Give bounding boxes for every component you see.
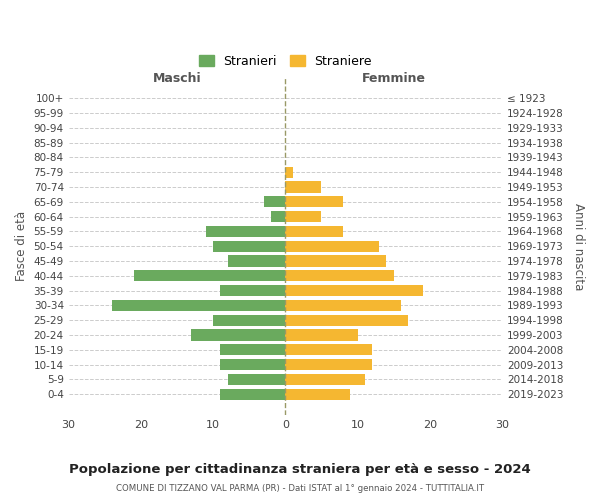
Bar <box>112 300 286 311</box>
Bar <box>286 285 422 296</box>
Bar <box>220 285 286 296</box>
Bar <box>134 270 286 281</box>
Bar <box>286 388 350 400</box>
Bar <box>220 359 286 370</box>
Bar <box>286 344 372 356</box>
Bar <box>286 166 293 177</box>
Bar <box>286 211 322 222</box>
Text: Maschi: Maschi <box>153 72 202 85</box>
Bar <box>213 314 286 326</box>
Bar <box>286 226 343 237</box>
Bar <box>271 211 286 222</box>
Y-axis label: Fasce di età: Fasce di età <box>15 211 28 282</box>
Bar <box>286 256 386 266</box>
Bar <box>213 240 286 252</box>
Bar <box>227 374 286 385</box>
Bar <box>286 300 401 311</box>
Bar <box>263 196 286 207</box>
Bar <box>227 256 286 266</box>
Y-axis label: Anni di nascita: Anni di nascita <box>572 202 585 290</box>
Bar <box>286 374 365 385</box>
Bar <box>286 359 372 370</box>
Text: Femmine: Femmine <box>362 72 426 85</box>
Bar <box>220 388 286 400</box>
Bar <box>286 314 408 326</box>
Text: COMUNE DI TIZZANO VAL PARMA (PR) - Dati ISTAT al 1° gennaio 2024 - TUTTITALIA.IT: COMUNE DI TIZZANO VAL PARMA (PR) - Dati … <box>116 484 484 493</box>
Bar <box>286 270 394 281</box>
Bar <box>206 226 286 237</box>
Text: Popolazione per cittadinanza straniera per età e sesso - 2024: Popolazione per cittadinanza straniera p… <box>69 462 531 475</box>
Legend: Stranieri, Straniere: Stranieri, Straniere <box>194 50 377 72</box>
Bar <box>286 182 322 192</box>
Bar <box>286 330 358 340</box>
Bar <box>286 240 379 252</box>
Bar <box>220 344 286 356</box>
Bar <box>191 330 286 340</box>
Bar <box>286 196 343 207</box>
